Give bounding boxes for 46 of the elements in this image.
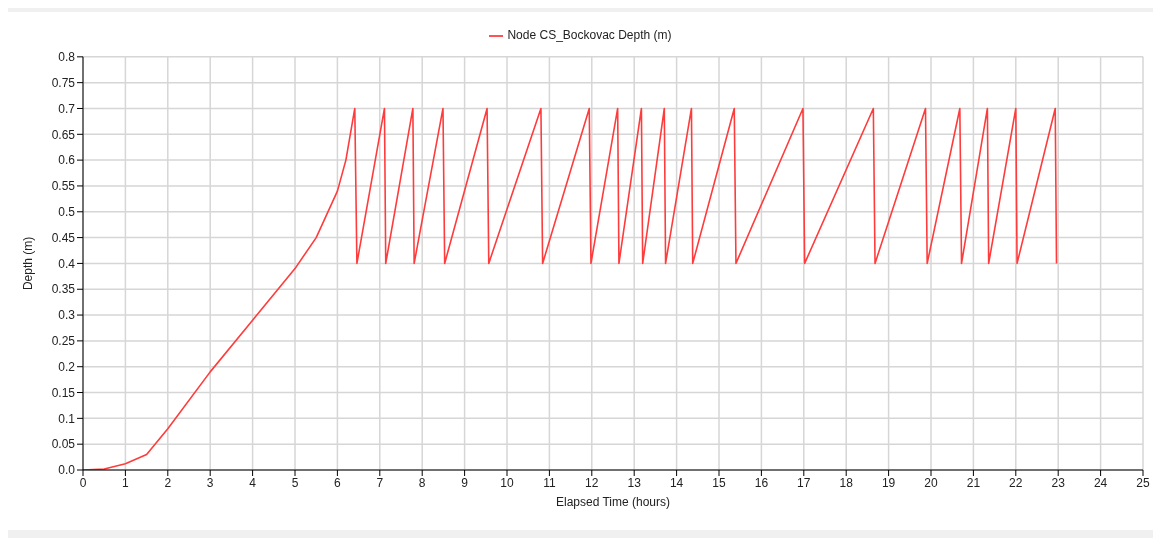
y-tick-label: 0.2 xyxy=(58,359,76,374)
x-tick-label: 9 xyxy=(461,475,469,490)
x-tick-label: 14 xyxy=(669,475,684,490)
x-tick-label: 19 xyxy=(881,475,896,490)
x-tick-label: 22 xyxy=(1009,475,1023,490)
x-tick-label: 6 xyxy=(334,475,342,490)
y-tick-label: 0.45 xyxy=(51,230,76,245)
x-tick-label: 2 xyxy=(164,475,172,490)
x-tick-label: 8 xyxy=(418,475,426,490)
x-tick-label: 18 xyxy=(839,475,854,490)
y-tick-label: 0.8 xyxy=(58,50,76,65)
x-tick-label: 5 xyxy=(291,475,299,490)
x-tick-label: 13 xyxy=(627,475,642,490)
y-tick-label: 0.7 xyxy=(58,101,76,116)
y-tick-label: 0.05 xyxy=(51,437,76,452)
y-tick-label: 0.35 xyxy=(51,282,76,297)
y-tick-label: 0.3 xyxy=(58,308,76,323)
x-tick-label: 10 xyxy=(500,475,514,490)
y-tick-label: 0.55 xyxy=(51,179,76,194)
x-tick-label: 20 xyxy=(924,475,938,490)
x-tick-label: 4 xyxy=(249,475,257,490)
y-tick-label: 0.15 xyxy=(51,385,76,400)
y-tick-label: 0.0 xyxy=(58,463,76,478)
y-tick-label: 0.5 xyxy=(58,205,76,220)
y-tick-label: 0.4 xyxy=(58,256,76,271)
x-tick-label: 21 xyxy=(966,475,981,490)
y-tick-label: 0.25 xyxy=(51,334,76,349)
y-tick-label: 0.6 xyxy=(58,153,76,168)
y-tick-label: 0.1 xyxy=(58,411,76,426)
x-axis-title: Elapsed Time (hours) xyxy=(555,495,671,509)
x-tick-label: 25 xyxy=(1136,475,1150,490)
x-tick-label: 23 xyxy=(1051,475,1066,490)
x-tick-label: 17 xyxy=(797,475,811,490)
legend-label: Node CS_Bockovac Depth (m) xyxy=(507,28,672,42)
x-tick-label: 12 xyxy=(585,475,599,490)
y-axis-title: Depth (m) xyxy=(21,236,36,291)
x-tick-label: 1 xyxy=(122,475,130,490)
y-tick-label: 0.65 xyxy=(51,127,76,142)
x-tick-label: 24 xyxy=(1093,475,1108,490)
x-tick-label: 3 xyxy=(206,475,214,490)
x-tick-label: 7 xyxy=(376,475,384,490)
x-tick-label: 0 xyxy=(79,475,87,490)
x-tick-label: 11 xyxy=(543,475,556,490)
x-tick-label: 15 xyxy=(712,475,726,490)
x-tick-label: 16 xyxy=(754,475,769,490)
y-tick-label: 0.75 xyxy=(51,75,76,90)
